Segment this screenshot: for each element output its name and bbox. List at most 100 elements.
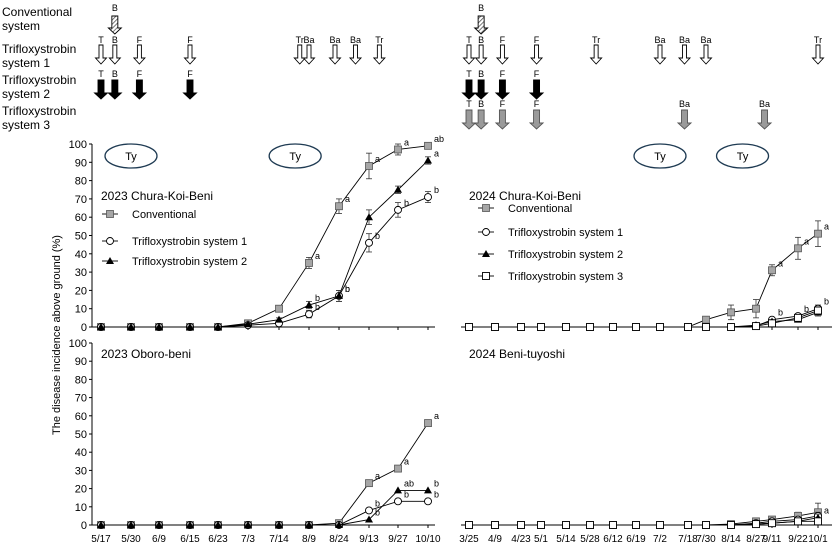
significance-label: a <box>434 148 439 158</box>
y-axis-title: The disease incidence above ground (%) <box>51 235 63 435</box>
chart-title: 2023 Chura-Koi-Beni <box>101 189 213 203</box>
x-tick-label: 7/3 <box>241 534 255 545</box>
chart-panel: 3/25 4/9 4/23 5/1 5/14 5/28 6/12 6/19 7/2 7/187/3… <box>459 347 832 545</box>
x-tick-label: 6/9 <box>152 534 166 545</box>
spray-arrow-label: B <box>478 69 484 79</box>
data-point-open-square <box>794 313 802 322</box>
x-tick-label: 6/23 <box>208 534 228 545</box>
data-point-open-square <box>537 521 545 529</box>
data-point-gray-square <box>424 419 432 427</box>
data-point-open-square <box>768 319 776 328</box>
chart-legend: Conventional Trifloxystrobin system 1 Trif… <box>102 209 247 268</box>
y-tick-label: 30 <box>75 267 87 279</box>
legend-label: Conventional <box>132 209 196 221</box>
data-series: a a a <box>97 411 439 529</box>
data-point-black-triangle <box>365 213 373 221</box>
data-point-black-triangle <box>155 323 163 330</box>
data-point-open-square <box>491 323 499 331</box>
spray-arrow-icon <box>676 109 693 130</box>
x-tick-label: 6/15 <box>180 534 200 545</box>
data-point-open-square <box>562 521 570 529</box>
data-point-open-square <box>702 521 710 529</box>
significance-label: a <box>375 154 380 164</box>
spray-arrow-icon <box>473 15 489 35</box>
spray-arrow-label: Ba <box>679 99 690 109</box>
typhoon-ellipse <box>633 143 687 169</box>
spray-arrow-icon <box>183 44 197 65</box>
data-point-open-square <box>465 521 473 529</box>
spray-arrow-label: B <box>112 3 118 13</box>
data-point-black-triangle <box>244 320 252 328</box>
x-tick-label: 6/19 <box>626 534 646 545</box>
y-tick-label: 90 <box>75 356 87 368</box>
typhoon-label: Ty <box>125 151 137 163</box>
spray-arrow-label: B <box>112 69 118 79</box>
chart-title: 2024 Beni-tuyoshi <box>469 347 565 361</box>
data-point-open-circle <box>424 497 432 506</box>
significance-label: a <box>315 251 320 261</box>
spray-arrow-label: Ba <box>350 35 361 45</box>
chart-panel: 0 10 20 30 40 50 60 70 80 90 100 2023 Chura-Koi-Ben… <box>69 134 444 334</box>
data-point-gray-square <box>768 266 776 275</box>
spray-arrow-label: F <box>534 99 540 109</box>
row-label-line: Trifloxystrobin <box>2 73 76 87</box>
data-point-black-triangle <box>155 521 163 528</box>
spray-arrow-label: Ba <box>700 35 711 45</box>
spray-arrow-icon <box>107 79 123 100</box>
x-tick-label: 5/14 <box>556 534 576 545</box>
significance-label: a <box>345 194 350 204</box>
x-tick-label: 3/25 <box>459 534 479 545</box>
spray-arrow-label: B <box>478 99 484 109</box>
significance-label: b <box>824 297 829 307</box>
significance-label: ab <box>404 478 414 488</box>
typhoon-label: Ty <box>289 151 301 163</box>
x-tick-label: 7/14 <box>269 534 289 545</box>
significance-label: a <box>778 258 783 268</box>
y-tick-label: 70 <box>75 393 87 405</box>
y-tick-label: 100 <box>69 139 87 151</box>
x-tick-label: 5/17 <box>91 534 111 545</box>
spray-arrow-label: Ba <box>329 35 340 45</box>
spray-arrow-label: T <box>98 35 104 45</box>
series-line <box>469 310 819 328</box>
y-tick-label: 20 <box>75 484 87 496</box>
data-point-gray-square <box>106 210 114 218</box>
spray-arrow-label: B <box>112 35 118 45</box>
data-series: bba <box>97 148 439 330</box>
data-point-open-square <box>702 323 710 331</box>
data-point-open-square <box>656 521 664 529</box>
spray-arrow-icon <box>372 44 386 65</box>
spray-arrow-icon <box>699 44 713 65</box>
data-point-gray-square <box>275 304 283 313</box>
spray-arrow-label: F <box>187 69 193 79</box>
spray-arrow-label: F <box>500 35 506 45</box>
significance-label: b <box>404 489 409 499</box>
data-point-open-square <box>768 519 776 528</box>
spray-arrow-icon <box>494 79 511 100</box>
data-point-black-triangle <box>244 521 252 528</box>
x-tick-label: 7/2 <box>653 534 667 545</box>
spray-arrow-icon <box>182 79 198 100</box>
x-tick-label: 9/22 <box>788 534 808 545</box>
y-tick-label: 70 <box>75 194 87 206</box>
data-point-gray-square <box>394 464 402 473</box>
data-point-gray-square <box>365 162 373 170</box>
typhoon-label: Ty <box>654 151 666 163</box>
data-point-black-triangle <box>394 486 402 494</box>
spray-arrow-icon <box>293 44 307 65</box>
spray-arrow-icon <box>530 44 544 65</box>
significance-label: b <box>375 231 380 241</box>
spray-arrow-icon <box>93 79 109 100</box>
legend-label: Trifloxystrobin system 2 <box>508 249 623 261</box>
spray-arrow-label: B <box>478 35 484 45</box>
x-tick-label: 7/18 <box>678 534 698 545</box>
data-point-black-triangle <box>424 486 432 494</box>
data-point-open-square <box>814 306 822 315</box>
data-point-black-triangle <box>106 257 114 264</box>
data-point-gray-square <box>702 315 710 324</box>
legend-label: Trifloxystrobin system 2 <box>132 256 247 268</box>
data-point-gray-square <box>424 141 432 150</box>
data-point-open-square <box>632 521 640 529</box>
